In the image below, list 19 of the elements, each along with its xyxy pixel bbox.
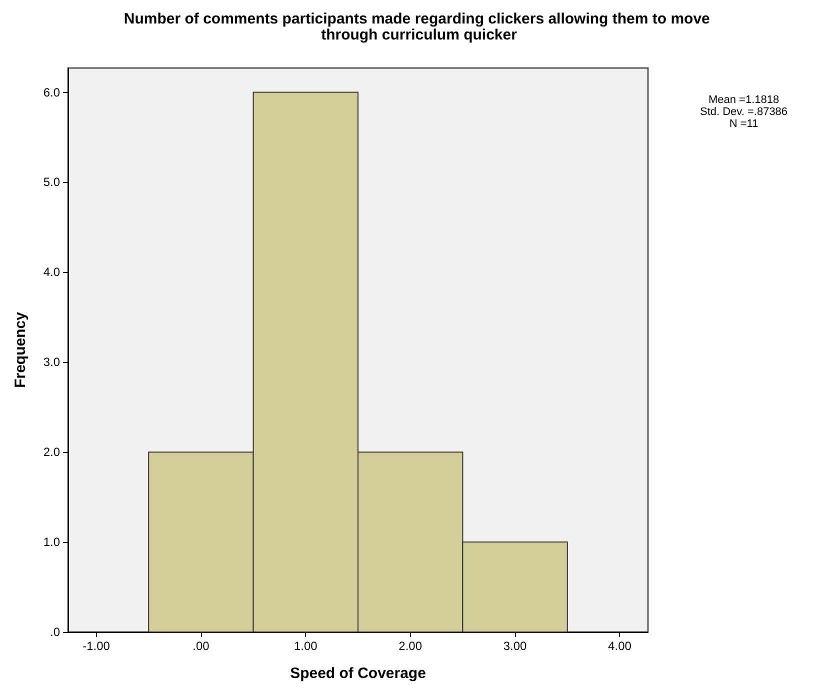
y-tick-label: 3.0 (43, 355, 60, 370)
x-tick-label: .00 (192, 639, 210, 653)
x-tick-label: 4.00 (608, 639, 632, 653)
text: Std. Dev. =.87386 (700, 106, 788, 118)
x-tick-label: 2.00 (398, 639, 422, 653)
y-tick-label: 4.0 (43, 265, 60, 280)
x-axis-title: Speed of Coverage (290, 665, 426, 682)
text: Mean =1.1818 (708, 94, 780, 106)
y-tick-label: 5.0 (43, 175, 60, 190)
y-axis-title: Frequency (12, 311, 29, 388)
chart-title: Number of comments participants made regarding clickers allowing them to move through curriculum quicker (124, 10, 714, 44)
y-tick-label: 6.0 (43, 85, 60, 100)
x-tick-label: 1.00 (294, 639, 318, 653)
y-tick-label: .0 (50, 625, 60, 639)
x-tick-label: -1.00 (82, 639, 110, 653)
y-tick-label: 1.0 (43, 535, 60, 550)
text: N =11 (729, 118, 758, 130)
y-tick-label: 2.0 (43, 445, 60, 460)
x-tick-label: 3.00 (503, 639, 528, 653)
